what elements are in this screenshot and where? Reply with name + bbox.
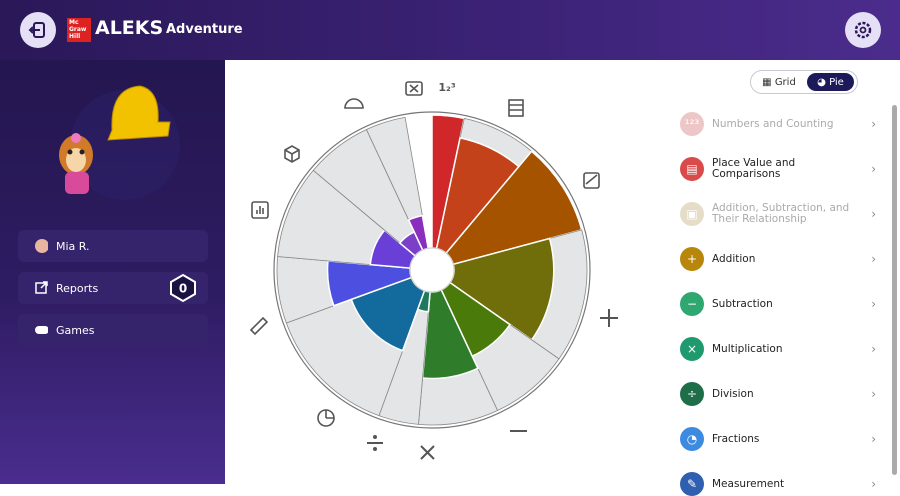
pie-option[interactable]: ◕ Pie [807, 73, 854, 91]
topic-icon: ¹²³ [680, 112, 704, 136]
view-toggle: ▦ Grid ◕ Pie [750, 70, 858, 94]
topic-label: Place Value and Comparisons [712, 157, 796, 180]
topic-item[interactable]: ¹²³ Numbers and Counting › [680, 112, 880, 136]
topic-item[interactable]: ✎ Measurement › [680, 472, 880, 496]
games-button[interactable]: Games [18, 314, 208, 346]
topic-label: Fractions [712, 432, 760, 445]
brand: ALEKS [95, 17, 164, 39]
chevron: › [871, 252, 876, 266]
topic-icon: − [680, 292, 704, 316]
sidebar: Mia R. Reports 0 Games [0, 60, 225, 484]
topic-label: Division [712, 387, 754, 400]
scrollbar [892, 105, 897, 475]
user-button[interactable]: Mia R. [18, 230, 208, 262]
back-icon [28, 22, 45, 38]
chevron: › [871, 297, 876, 311]
wheel-hub [409, 247, 455, 293]
topic-icon: × [680, 337, 704, 361]
chevron: › [871, 162, 876, 176]
topic-icon: ✎ [680, 472, 704, 496]
chevron: › [871, 117, 876, 131]
topic-icon: ÷ [680, 382, 704, 406]
wheel-icons [249, 81, 618, 460]
chevron: › [871, 477, 876, 491]
topic-icon: ◔ [680, 427, 704, 451]
back-button[interactable] [20, 12, 56, 48]
grid-option[interactable]: ▦ Grid [762, 76, 796, 88]
reports-button[interactable]: Reports 0 [18, 272, 208, 304]
user-avatar [35, 239, 48, 253]
settings-button[interactable] [845, 12, 881, 48]
topic-icon: + [680, 247, 704, 271]
grid-label: Grid [774, 76, 796, 88]
reports-label: Reports [56, 281, 99, 295]
reports-count: 0 [179, 282, 187, 296]
topic-item[interactable]: ▤ Place Value and Comparisons › [680, 157, 880, 181]
topic-label: Addition [712, 252, 756, 265]
topic-wheel: 1₂³ [249, 81, 618, 460]
pie-label: Pie [829, 76, 844, 88]
topic-item[interactable]: ÷ Division › [680, 382, 880, 406]
topic-item[interactable]: − Subtraction › [680, 292, 880, 316]
topic-item[interactable]: ◔ Fractions › [680, 427, 880, 451]
topic-label: Measurement [712, 477, 785, 490]
product: Adventure [166, 22, 243, 37]
user-name: Mia R. [56, 239, 90, 253]
settings-icon [854, 21, 872, 39]
topic-label: Numbers and Counting [712, 117, 834, 130]
wheel-rim [273, 111, 591, 429]
topic-icon: ▤ [680, 157, 704, 181]
topic-label: Addition, Subtraction, and Their Relatio… [712, 202, 850, 225]
reports-icon [35, 281, 48, 294]
topic-item[interactable]: × Multiplication › [680, 337, 880, 361]
topic-label: Multiplication [712, 342, 783, 355]
numbers-icon: 1₂³ [438, 81, 455, 94]
chevron: › [871, 207, 876, 221]
chevron: › [871, 387, 876, 401]
header: Mc Graw Hill ALEKS Adventure [0, 0, 900, 60]
brand-logo: Mc Graw Hill [67, 18, 91, 42]
topic-item[interactable]: ▣ Addition, Subtraction, and Their Relati… [680, 202, 880, 226]
reports-badge: 0 [170, 273, 196, 303]
games-label: Games [56, 323, 95, 337]
avatar-art [59, 85, 180, 200]
chevron: › [871, 342, 876, 356]
games-icon [35, 326, 48, 334]
topic-icon: ▣ [680, 202, 704, 226]
topic-label: Subtraction [712, 297, 773, 310]
chevron: › [871, 432, 876, 446]
topic-item[interactable]: + Addition › [680, 247, 880, 271]
